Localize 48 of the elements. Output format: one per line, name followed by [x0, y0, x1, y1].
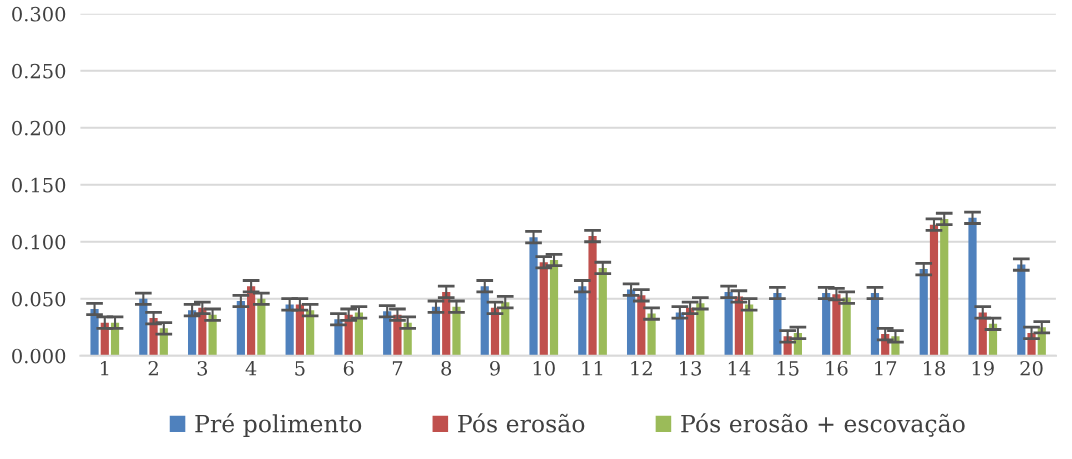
x-tick-label: 17 — [875, 360, 897, 376]
x-tick-label: 3 — [197, 360, 208, 376]
bar — [598, 267, 607, 356]
bar — [832, 294, 841, 356]
x-tick-label: 6 — [343, 360, 354, 376]
bar — [940, 218, 949, 356]
x-tick-label: 13 — [680, 360, 702, 376]
y-tick-label: 0.100 — [12, 234, 66, 250]
bar — [529, 237, 538, 356]
x-tick-label: 16 — [826, 360, 848, 376]
y-tick-label: 0.000 — [12, 348, 66, 364]
x-tick-label: 8 — [441, 360, 452, 376]
x-tick-label: 5 — [295, 361, 305, 376]
y-tick-label: 0.050 — [12, 291, 66, 307]
legend-label: Pós erosão + escovação — [681, 413, 965, 437]
bar — [539, 262, 548, 356]
y-tick-label: 0.200 — [12, 120, 66, 136]
legend-label: Pré polimento — [195, 413, 362, 438]
x-tick-label: 10 — [533, 360, 555, 376]
x-tick-label: 2 — [148, 360, 158, 376]
x-tick-label: 11 — [582, 360, 603, 376]
x-tick-label: 15 — [777, 360, 799, 376]
x-tick-label: 14 — [728, 360, 751, 376]
bar — [588, 236, 597, 356]
x-tick-label: 18 — [923, 360, 946, 376]
x-tick-label: 4 — [245, 360, 257, 376]
bar — [578, 286, 587, 356]
x-tick-label: 7 — [392, 361, 403, 376]
y-tick-label: 0.250 — [12, 63, 66, 79]
legend-label: Pós erosão — [458, 413, 585, 433]
bar — [929, 224, 939, 356]
bar — [452, 306, 461, 356]
x-tick-label: 9 — [490, 360, 500, 376]
bar — [647, 313, 656, 356]
bar — [822, 293, 831, 356]
bar — [1017, 264, 1026, 356]
bar — [773, 293, 782, 356]
y-tick-label: 0.150 — [12, 177, 66, 193]
bar — [208, 314, 217, 356]
bar — [919, 269, 928, 356]
x-tick-label: 1 — [100, 360, 109, 376]
x-tick-label: 19 — [972, 360, 994, 376]
x-tick-label: 20 — [1020, 360, 1043, 376]
x-tick-label: 12 — [631, 360, 652, 376]
y-tick-label: 0.300 — [12, 6, 66, 22]
bar — [968, 217, 977, 356]
bar — [549, 259, 559, 356]
bar — [480, 286, 489, 356]
